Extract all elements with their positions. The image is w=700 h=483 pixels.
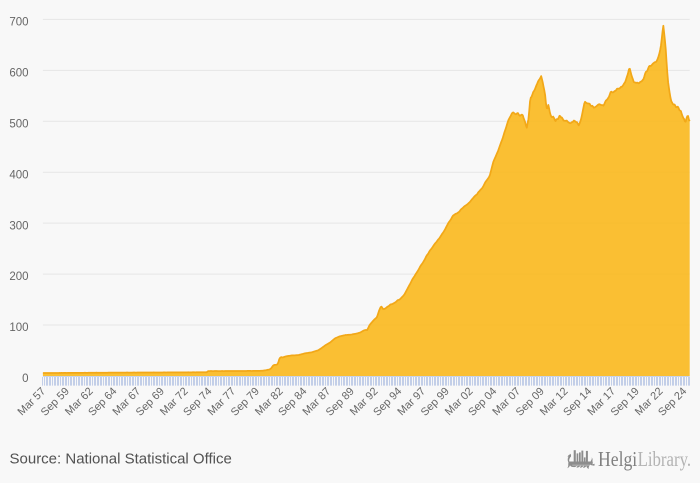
- svg-text:Helgi: Helgi: [598, 447, 637, 471]
- svg-text:Source: National Statistical O: Source: National Statistical Office: [10, 451, 232, 468]
- svg-text:200: 200: [9, 271, 28, 283]
- svg-text:300: 300: [9, 220, 28, 232]
- svg-text:600: 600: [9, 67, 28, 79]
- svg-text:500: 500: [9, 118, 28, 130]
- svg-text:100: 100: [9, 322, 28, 334]
- svg-text:400: 400: [9, 169, 28, 181]
- svg-text:0: 0: [22, 373, 28, 385]
- svg-text:Library.: Library.: [638, 447, 692, 471]
- svg-text:700: 700: [9, 17, 28, 29]
